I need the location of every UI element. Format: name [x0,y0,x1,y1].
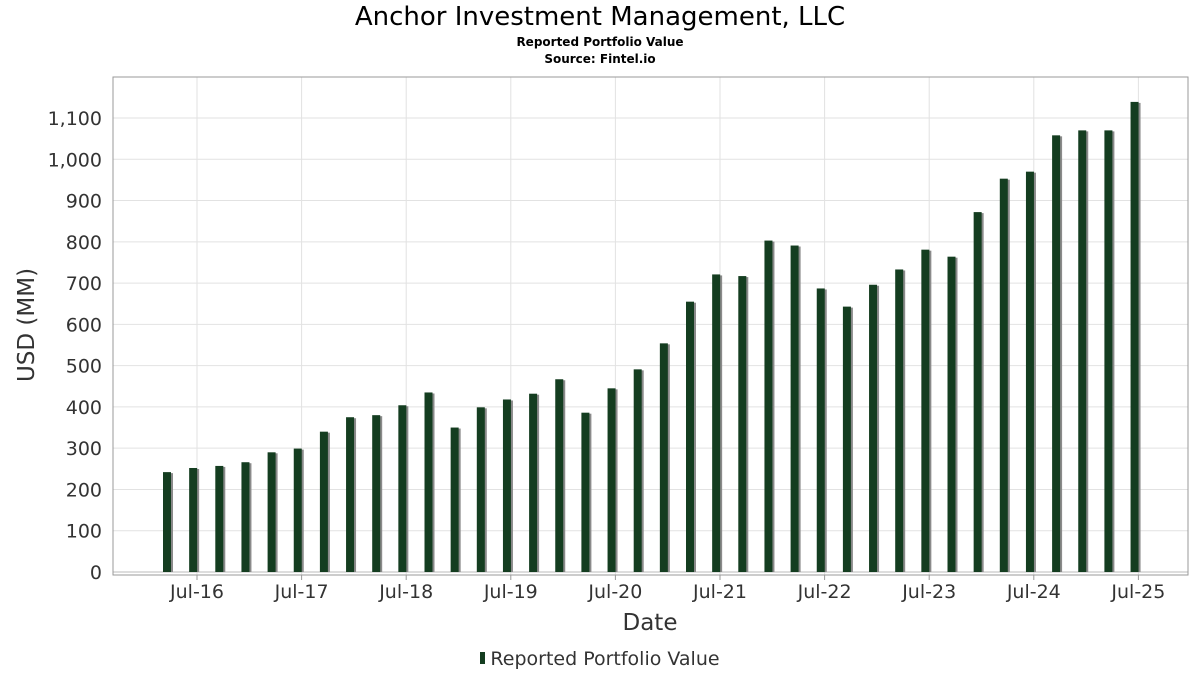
y-tick-label: 300 [66,438,102,460]
bar [712,274,721,572]
bar [346,417,355,572]
bar [999,178,1008,573]
y-tick-label: 700 [66,273,102,295]
bar [319,431,328,572]
bar [372,415,381,572]
bar [816,288,825,572]
bar [738,276,747,572]
bar [633,369,642,572]
bar [1104,130,1113,572]
legend-swatch [480,652,486,664]
bar [215,465,224,572]
bar [686,301,694,572]
legend-label: Reported Portfolio Value [490,648,720,670]
bar [790,245,799,573]
chart-title: Anchor Investment Management, LLC [354,2,846,32]
bar [555,379,564,572]
bar [895,269,904,572]
bar [973,212,982,573]
bar [293,448,302,572]
y-tick-label: 600 [66,314,102,336]
x-tick-label: Jul-22 [797,581,852,603]
legend: Reported Portfolio Value [0,648,1200,670]
plot-frame [112,76,1189,576]
bar [842,306,851,572]
chart-source: Source: Fintel.io [544,52,656,66]
bar [581,412,590,572]
y-tick-label: 800 [66,232,102,254]
bar [529,393,538,572]
x-tick-label: Jul-18 [378,581,433,603]
x-tick-label: Jul-21 [692,581,747,603]
bar [1130,101,1139,573]
bar [398,405,407,572]
bar [607,388,616,572]
y-tick-label: 900 [66,191,102,213]
y-tick-label: 200 [66,479,102,501]
x-tick-label: Jul-20 [587,581,642,603]
bar [502,399,511,572]
bar [267,452,276,572]
bar [450,427,459,572]
y-tick-label: 400 [66,397,102,419]
bars-group [163,101,1141,573]
y-tick-label: 0 [90,562,102,584]
bar [424,392,433,572]
y-tick-label: 1,000 [48,149,102,171]
bar [241,462,250,572]
x-tick-label: Jul-25 [1110,581,1165,603]
bar [1025,171,1034,572]
y-axis-title: USD (MM) [14,268,40,382]
y-tick-label: 1,100 [48,108,102,130]
x-tick-label: Jul-23 [901,581,956,603]
x-tick-label: Jul-17 [274,581,329,603]
bar [869,284,878,572]
bar [189,467,198,572]
bar [947,256,956,572]
y-tick-label: 500 [66,356,102,378]
x-axis-title: Date [623,610,678,636]
bar [1078,130,1087,572]
bar [1052,135,1061,573]
x-tick-label: Jul-16 [169,581,224,603]
x-tick-label: Jul-24 [1006,581,1061,603]
bar [921,249,930,572]
bar [163,472,171,572]
bar [659,343,668,572]
x-tick-label: Jul-19 [483,581,538,603]
y-tick-labels: 0 100 200 300 400 500 600 700 800 900 1,000 1,100 [48,108,102,584]
bar [764,240,773,572]
bar [476,407,485,572]
y-tick-label: 100 [66,521,102,543]
chart-subtitle: Reported Portfolio Value [516,35,684,49]
x-tick-labels: Jul-16 Jul-17 Jul-18 Jul-19 Jul-20 Jul-21 Jul-… [169,581,1165,603]
